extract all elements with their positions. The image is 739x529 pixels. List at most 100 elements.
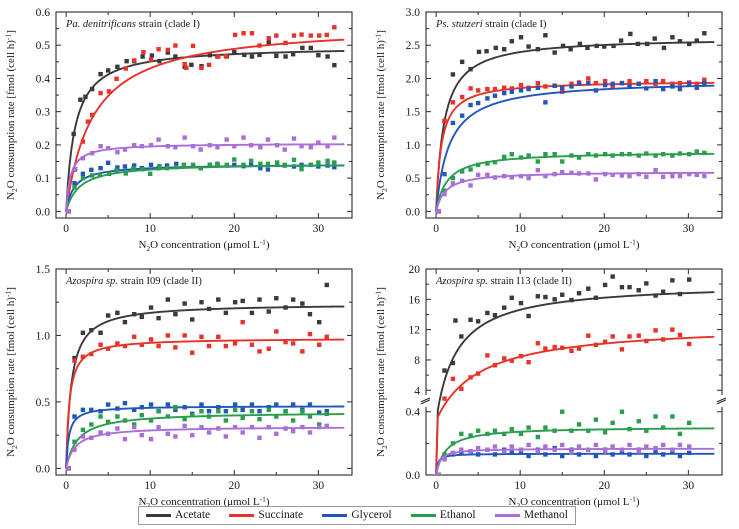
data-point [602,82,608,88]
plot-frame [55,11,353,219]
data-point [586,428,591,433]
data-point [190,317,195,322]
data-point [687,81,692,86]
data-point [627,452,632,457]
data-point [248,143,254,148]
y-tick-label: 2.5 [406,40,421,52]
data-point [526,360,531,365]
x-tick-label: 10 [144,480,156,492]
legend-swatch-ethanol [410,514,436,517]
data-point [518,431,524,437]
data-point [492,175,498,180]
data-point [610,452,615,457]
data-point [181,162,187,168]
data-point [157,163,162,169]
data-point [552,83,557,88]
axis-ticks: 0 10 20 30 0.0 0.1 0.2 0.3 0.4 0.5 0.6 [36,7,352,235]
data-point [182,333,187,338]
data-point [165,144,171,149]
series-succinate [65,319,345,471]
data-point [165,297,171,302]
legend-label: Succinate [258,508,304,521]
data-point [576,171,582,176]
y-axis-title: N2O consumption rate [fmol (cell h)-1] [4,30,20,200]
data-point [468,449,473,454]
data-point [619,284,625,290]
data-point [661,45,667,51]
data-point [248,162,254,168]
data-point [535,85,541,90]
data-point [190,162,196,168]
data-point [552,50,557,55]
data-point [223,310,229,316]
y-tick-label: 0.1 [36,173,51,185]
data-point [257,416,262,422]
data-point [148,402,154,407]
data-point [72,355,77,361]
data-point [72,439,77,444]
data-point [552,152,557,157]
legend-item-glycerol[interactable]: Glycerol [322,509,392,522]
data-point [660,78,666,84]
data-point [459,447,464,452]
data-point [199,409,204,414]
data-point [223,418,229,423]
legend-item-methanol[interactable]: Methanol [494,509,568,522]
data-point [687,444,692,449]
data-point [442,456,447,462]
y-tick-label: 3.0 [406,7,421,19]
legend-item-acetate[interactable]: Acetate [146,509,210,522]
data-point [687,341,692,347]
data-point [308,33,313,38]
data-point [492,93,498,98]
data-point [677,80,683,86]
y-tick-label: 0.4 [406,407,421,419]
x-tick-label: 0 [63,223,69,235]
data-point [72,358,77,363]
data-point [266,309,271,314]
fit-curve-succinate [65,38,345,213]
data-point [627,284,632,290]
data-point [165,402,171,407]
data-point [316,140,321,145]
x-tick-label: 0 [63,480,69,492]
data-point [89,167,94,173]
axis-ticks: 0 10 20 30 0.0 0.5 1.0 1.5 2.0 2.5 3.0 [406,7,722,235]
data-point [232,300,238,305]
data-point [265,167,271,172]
data-point [569,428,574,433]
x-tick-label: 30 [683,480,695,492]
legend-item-ethanol[interactable]: Ethanol [410,509,476,522]
data-point [206,414,212,419]
data-point [677,291,683,297]
data-point [619,347,625,352]
data-point [687,152,692,157]
data-point [450,441,456,446]
data-point [97,172,102,178]
x-tick-label: 20 [599,480,611,492]
data-point [299,32,304,37]
svg-text:N2O consumption rate [fmol (ce: N2O consumption rate [fmol (cell h)-1] [374,30,390,200]
data-point [492,159,498,165]
data-point [80,434,86,439]
plot-frame [425,11,723,219]
data-point [509,358,514,363]
data-point [475,162,481,168]
data-point [552,447,557,452]
data-point [468,183,473,188]
data-point [459,59,465,65]
data-point [72,185,77,190]
legend-item-succinate[interactable]: Succinate [229,508,304,522]
data-point [509,426,514,432]
data-point [568,47,573,52]
data-point [332,164,337,170]
data-point [468,86,473,91]
data-point [593,88,599,93]
data-point [476,49,482,55]
data-point [660,442,666,448]
data-point [485,447,490,452]
data-point [240,298,245,304]
data-point [174,161,179,167]
data-point [560,169,565,175]
data-point [274,162,280,168]
